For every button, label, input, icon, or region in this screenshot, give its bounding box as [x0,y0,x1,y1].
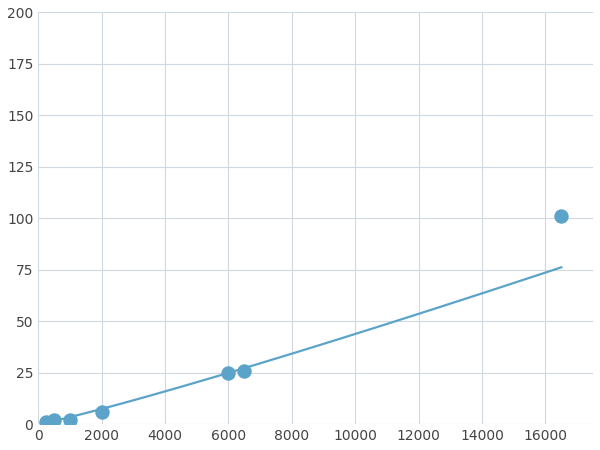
Point [239,367,249,374]
Point [65,417,74,424]
Point [41,418,51,426]
Point [97,408,106,415]
Point [49,417,59,424]
Point [224,369,233,376]
Point [557,213,566,220]
